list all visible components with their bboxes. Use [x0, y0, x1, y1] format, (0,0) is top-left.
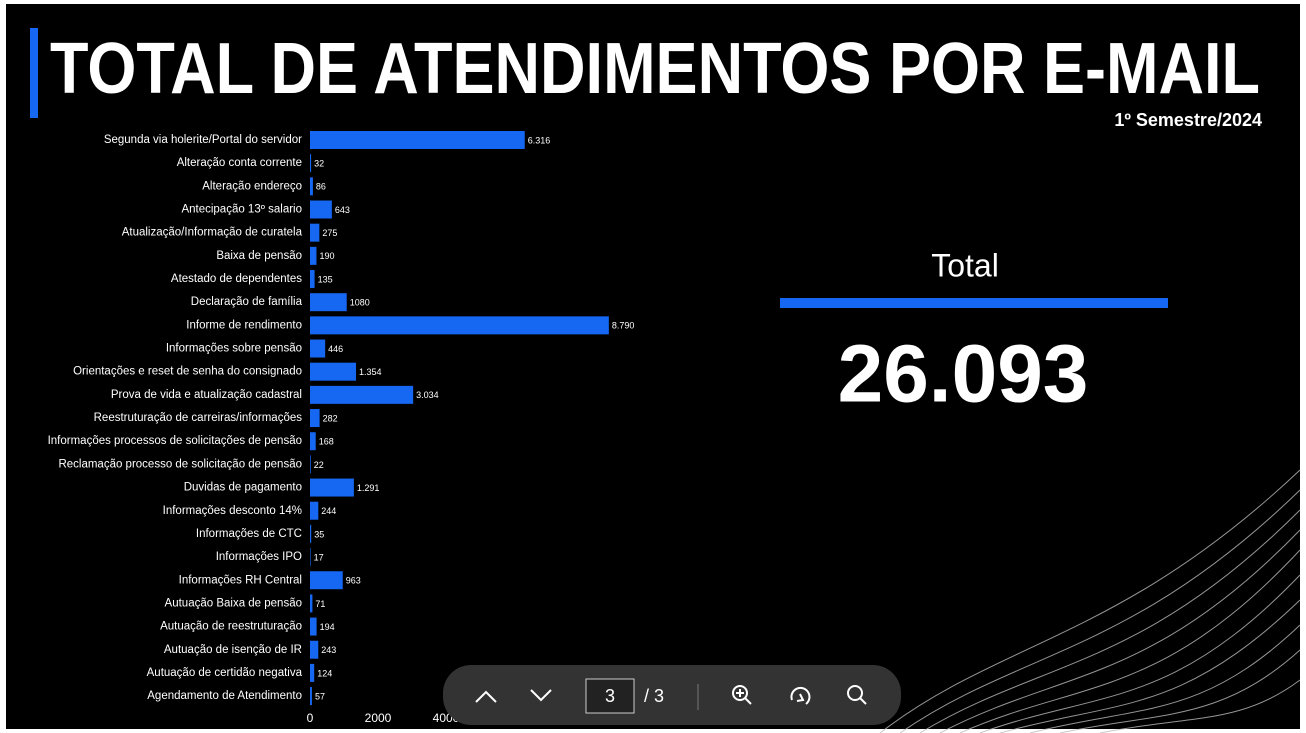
value-label: 1080 — [350, 298, 370, 308]
bar — [310, 478, 354, 497]
y-tick-label: Informações RH Central — [179, 574, 302, 586]
bar — [310, 200, 332, 219]
value-label: 1.291 — [357, 483, 380, 493]
value-label: 71 — [315, 599, 325, 609]
y-tick-label: Informe de rendimento — [186, 319, 302, 331]
value-label: 1.354 — [359, 367, 382, 377]
y-tick-label: Informações processos de solicitações de… — [48, 435, 302, 447]
value-label: 244 — [321, 506, 336, 516]
value-label: 135 — [318, 274, 333, 284]
search-button[interactable] — [847, 685, 867, 705]
bar — [310, 270, 315, 289]
toolbar: 3 / 3 — [443, 665, 901, 725]
value-label: 194 — [320, 622, 335, 632]
total-value: 26.093 — [838, 329, 1089, 420]
bar — [310, 687, 312, 706]
y-tick-label: Informações sobre pensão — [166, 343, 302, 355]
bar — [310, 640, 319, 659]
bar — [310, 548, 311, 567]
bar — [310, 293, 347, 312]
bar — [310, 339, 326, 358]
bar — [310, 131, 525, 149]
value-label: 190 — [319, 251, 334, 261]
page-input[interactable] — [585, 678, 635, 714]
total-rule — [780, 298, 1168, 308]
y-tick-label: Alteração endereço — [202, 180, 302, 192]
next-page-button[interactable] — [530, 689, 552, 702]
bar — [310, 177, 313, 196]
value-label: 8.790 — [612, 321, 635, 331]
value-label: 86 — [316, 182, 326, 192]
bar — [310, 432, 316, 451]
y-tick-label: Atestado de dependentes — [171, 273, 302, 285]
y-tick-label: Informações desconto 14% — [163, 505, 302, 517]
value-label: 35 — [314, 529, 324, 539]
value-label: 168 — [319, 437, 334, 447]
y-tick-label: Autuação de reestruturação — [160, 621, 302, 633]
value-label: 282 — [323, 413, 338, 423]
value-label: 275 — [322, 228, 337, 238]
y-tick-label: Agendamento de Atendimento — [147, 690, 302, 702]
value-label: 6.316 — [528, 135, 551, 145]
bar — [310, 246, 317, 265]
y-tick-label: Informações de CTC — [196, 528, 302, 540]
total-label: Total — [931, 247, 999, 283]
bar — [310, 501, 319, 520]
y-tick-label: Declaração de família — [191, 296, 303, 308]
value-label: 32 — [314, 159, 324, 169]
bar — [310, 223, 320, 242]
subtitle: 1º Semestre/2024 — [1114, 110, 1262, 130]
bar — [310, 663, 315, 682]
page-number: 3 — [605, 686, 615, 706]
y-tick-label: Autuação de certidão negativa — [147, 667, 303, 679]
y-tick-label: Prova de vida e atualização cadastral — [111, 389, 302, 401]
x-tick-label: 0 — [307, 711, 314, 725]
bar — [310, 617, 317, 636]
value-label: 124 — [317, 668, 332, 678]
rotate-button[interactable] — [790, 686, 811, 705]
value-label: 57 — [315, 691, 325, 701]
value-label: 17 — [314, 552, 324, 562]
bar — [310, 154, 312, 173]
bar — [310, 571, 343, 590]
page-count: / 3 — [644, 686, 664, 706]
title-accent — [30, 28, 38, 118]
x-tick-label: 2000 — [365, 711, 392, 725]
bar — [310, 362, 357, 381]
y-tick-label: Informações IPO — [216, 551, 302, 563]
zoom-in-button[interactable] — [732, 685, 752, 705]
value-label: 446 — [328, 344, 343, 354]
bar — [310, 409, 320, 428]
bar — [310, 524, 312, 543]
prev-page-button[interactable] — [475, 690, 497, 703]
value-label: 643 — [335, 205, 350, 215]
title: TOTAL DE ATENDIMENTOS POR E-MAIL — [50, 29, 1260, 109]
y-tick-label: Reestruturação de carreiras/informações — [94, 412, 303, 424]
bar — [310, 316, 609, 335]
value-label: 3.034 — [416, 390, 439, 400]
y-tick-label: Segunda via holerite/Portal do servidor — [104, 134, 302, 146]
bar — [310, 385, 414, 404]
y-tick-label: Autuação de isenção de IR — [164, 644, 302, 656]
y-tick-label: Antecipação 13º salario — [181, 204, 302, 216]
y-tick-label: Baixa de pensão — [216, 250, 302, 262]
y-tick-label: Alteração conta corrente — [177, 157, 302, 169]
value-label: 243 — [321, 645, 336, 655]
y-tick-label: Duvidas de pagamento — [184, 482, 302, 494]
y-tick-label: Reclamação processo de solicitação de pe… — [58, 458, 302, 470]
bar — [310, 594, 313, 613]
y-tick-label: Atualização/Informação de curatela — [122, 227, 303, 239]
slide — [6, 4, 1300, 729]
decoration — [879, 469, 1301, 733]
bar — [310, 455, 311, 474]
value-label: 22 — [314, 460, 324, 470]
y-tick-label: Autuação Baixa de pensão — [165, 597, 302, 609]
toolbar-bg — [443, 665, 901, 725]
y-tick-label: Orientações e reset de senha do consigna… — [73, 366, 302, 378]
value-label: 963 — [346, 576, 361, 586]
